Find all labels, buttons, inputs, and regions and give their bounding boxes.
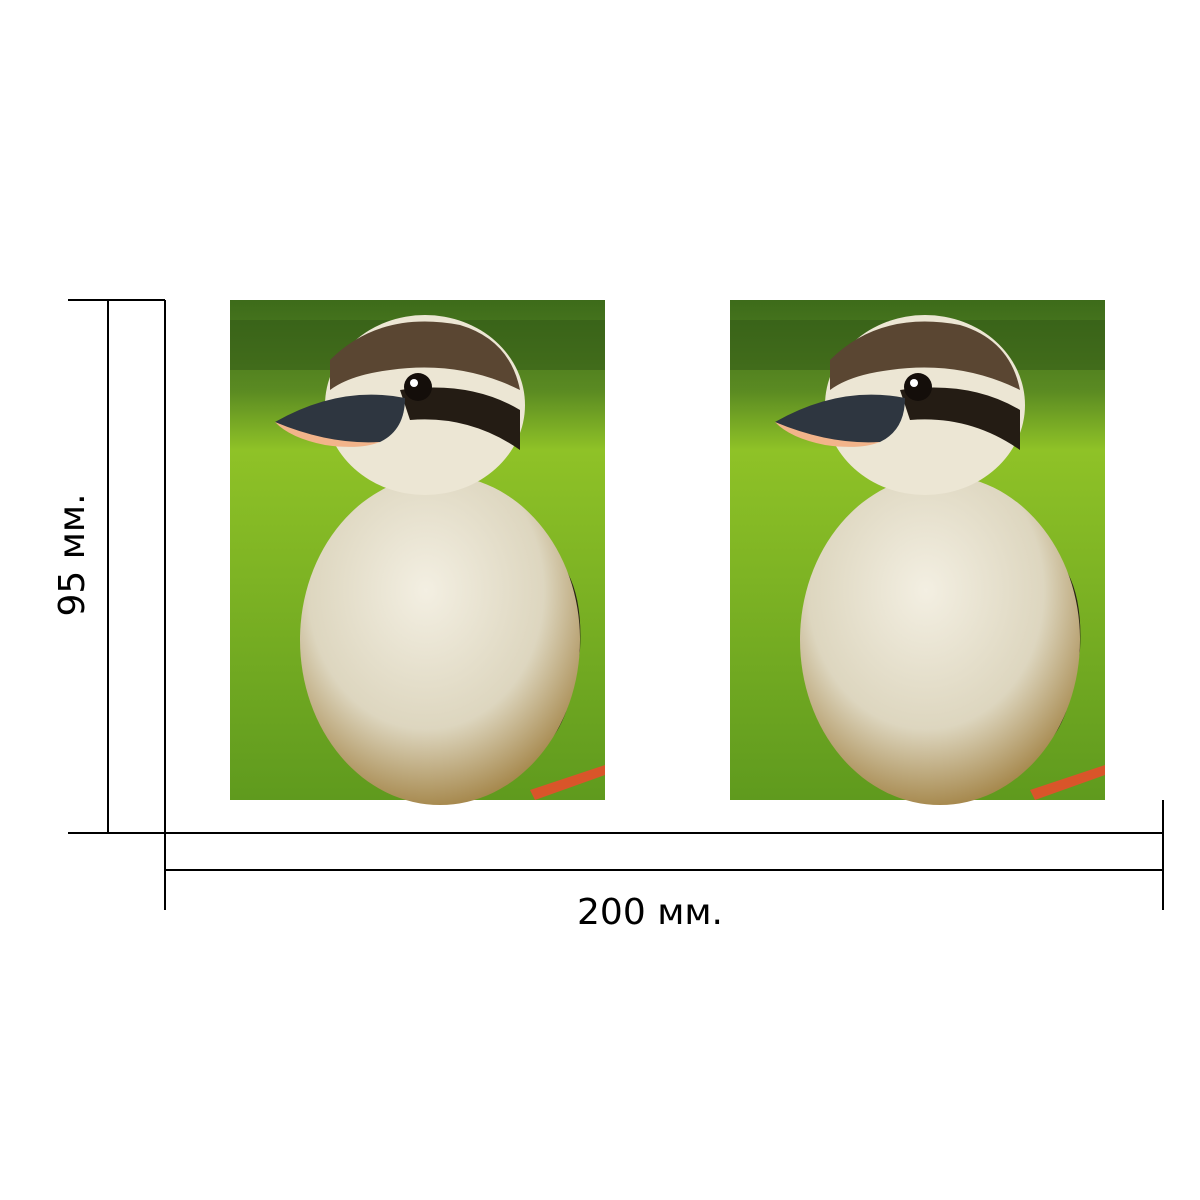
width-label: 200 мм. [577,892,723,933]
print-image-left [230,300,605,805]
height-label: 95 мм. [52,493,93,616]
height-dimension [68,299,166,834]
width-dimension [164,800,1164,910]
print-image-right [730,300,1105,805]
